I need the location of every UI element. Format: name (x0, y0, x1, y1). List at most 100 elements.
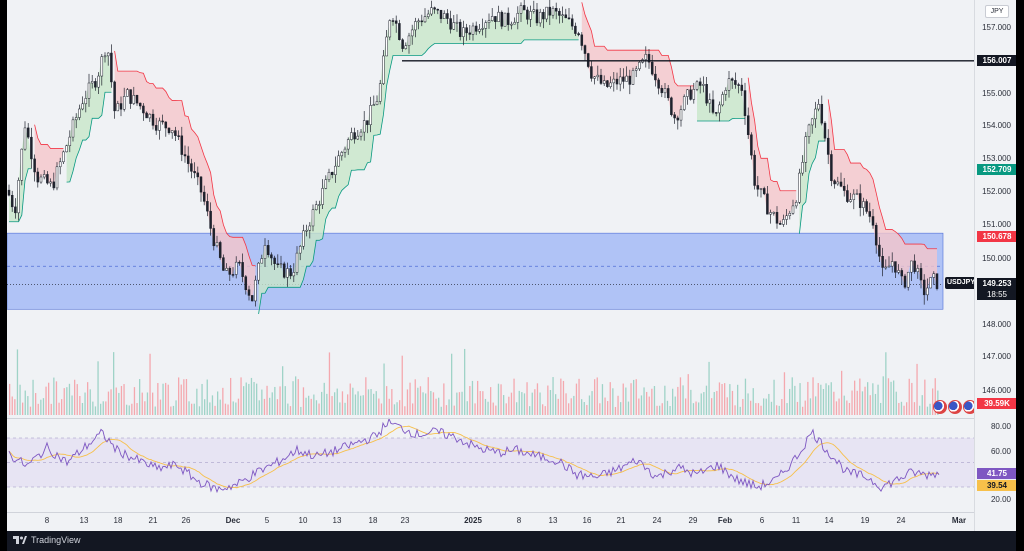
candle (874, 225, 878, 246)
candle (532, 9, 536, 12)
volume-bar (120, 385, 123, 415)
candle (833, 180, 836, 185)
supertrend-down-line (34, 124, 64, 149)
candle (158, 120, 161, 131)
candle (791, 205, 795, 214)
candle (337, 155, 340, 167)
volume-bar (50, 403, 52, 415)
candle (916, 268, 920, 272)
volume-bar (258, 400, 260, 415)
volume-bar (659, 405, 661, 415)
rsi-tick: 60.00 (990, 447, 1011, 456)
volume-bar (903, 405, 905, 415)
volume-bar (669, 405, 671, 415)
candle (263, 245, 267, 259)
volume-bar (323, 382, 325, 415)
volume-bar (661, 403, 663, 415)
volume-bar (453, 405, 455, 415)
candle (516, 13, 520, 23)
candle (366, 120, 369, 125)
volume-bar (66, 387, 68, 415)
volume-bar (123, 384, 125, 415)
candle (206, 201, 209, 212)
volume-bar (500, 384, 502, 415)
volume-bar (458, 392, 461, 415)
candle (196, 172, 200, 178)
volume-bar (380, 403, 383, 415)
price-chart[interactable] (7, 0, 974, 531)
volume-bar (882, 376, 884, 415)
candle (497, 11, 500, 22)
volume-bar (336, 388, 338, 415)
candle (62, 151, 65, 163)
supertrend-up-line (799, 140, 825, 234)
candle (362, 120, 366, 133)
candle (273, 257, 276, 264)
candle (170, 130, 174, 134)
candle (676, 117, 680, 121)
volume-bar (495, 405, 497, 415)
candle (913, 260, 916, 272)
volume-bar (162, 383, 164, 415)
candle (599, 74, 603, 84)
time-tick: 2025 (464, 516, 482, 525)
volume-bar (464, 348, 466, 415)
time-tick: 21 (148, 516, 158, 525)
volume-bar (895, 391, 897, 415)
us-flag-icon[interactable] (948, 400, 962, 414)
volume-bar (828, 385, 830, 415)
volume-bar (438, 397, 440, 415)
candle (148, 113, 152, 119)
candle (353, 132, 356, 140)
candle (862, 201, 865, 208)
volume-bar (560, 378, 562, 415)
volume-bar (157, 383, 159, 415)
volume-bar (250, 377, 253, 415)
volume-bar (256, 383, 258, 415)
volume-bar (682, 385, 684, 415)
chart-area[interactable]: USDJPY JPY 157.000 156.007 155.000 154.0… (7, 0, 1016, 531)
volume-bar (609, 382, 611, 415)
volume-bar (835, 401, 838, 415)
pane-divider[interactable] (7, 418, 1016, 419)
candle (356, 135, 360, 140)
volume-bar (399, 400, 401, 415)
candle (404, 45, 408, 49)
tradingview-brand[interactable]: TradingView (13, 535, 81, 545)
candle (471, 25, 475, 35)
volume-bar (505, 403, 507, 415)
volume-bar (893, 380, 895, 415)
volume-bar (404, 406, 406, 415)
economic-events[interactable] (933, 400, 977, 414)
currency-badge[interactable]: JPY (985, 5, 1009, 18)
volume-bar (887, 378, 890, 415)
candle (276, 263, 280, 265)
candle (689, 89, 692, 100)
volume-bar (812, 377, 814, 415)
volume-bar (321, 391, 323, 415)
rsi-value-tag: 41.75 (977, 468, 1016, 479)
volume-bar (757, 403, 760, 415)
candle (743, 90, 747, 116)
supertrend-down-line (827, 99, 937, 250)
volume-bar (92, 401, 94, 415)
volume-bar (825, 383, 827, 415)
volume-bar (440, 406, 442, 415)
time-tick: Mar (951, 516, 967, 525)
time-axis[interactable]: 8 13 18 21 26 Dec 5 10 13 18 23 2025 8 13 16 21 24 29 Feb 6… (7, 513, 974, 531)
candle (327, 171, 331, 180)
candle (631, 70, 635, 85)
volume-bar (890, 381, 892, 415)
volume-bar (146, 392, 149, 415)
supertrend-up-fill (9, 127, 32, 222)
volume-bar (906, 402, 908, 415)
volume-bar (815, 396, 817, 415)
pane-divider[interactable] (7, 512, 1016, 513)
us-flag-icon[interactable] (933, 400, 947, 414)
volume-bar (170, 406, 172, 415)
volume-bar (74, 379, 76, 415)
price-axis[interactable]: JPY 157.000 156.007 155.000 154.000 153.… (974, 0, 1016, 531)
volume-bar (872, 383, 874, 415)
volume-bar (536, 383, 539, 415)
candle (398, 23, 401, 40)
